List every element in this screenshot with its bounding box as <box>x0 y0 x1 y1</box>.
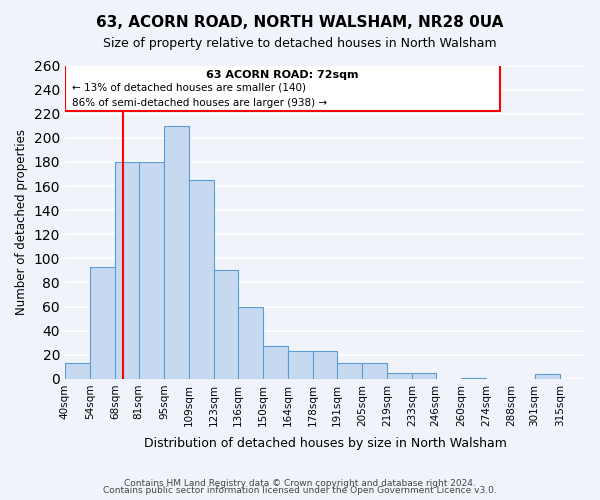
Bar <box>164 126 189 379</box>
Text: Size of property relative to detached houses in North Walsham: Size of property relative to detached ho… <box>103 38 497 51</box>
Bar <box>288 351 313 379</box>
Bar <box>65 363 90 379</box>
X-axis label: Distribution of detached houses by size in North Walsham: Distribution of detached houses by size … <box>143 437 506 450</box>
Bar <box>189 180 214 379</box>
Bar <box>139 162 164 379</box>
Bar <box>263 346 288 379</box>
Bar <box>337 363 362 379</box>
Bar <box>362 363 387 379</box>
Bar <box>90 267 115 379</box>
Text: 63, ACORN ROAD, NORTH WALSHAM, NR28 0UA: 63, ACORN ROAD, NORTH WALSHAM, NR28 0UA <box>97 15 503 30</box>
Text: Contains public sector information licensed under the Open Government Licence v3: Contains public sector information licen… <box>103 486 497 495</box>
Text: Contains HM Land Registry data © Crown copyright and database right 2024.: Contains HM Land Registry data © Crown c… <box>124 478 476 488</box>
Bar <box>412 373 436 379</box>
Bar <box>238 306 263 379</box>
Bar <box>115 162 139 379</box>
Y-axis label: Number of detached properties: Number of detached properties <box>15 129 28 315</box>
FancyBboxPatch shape <box>65 64 500 112</box>
Bar <box>214 270 238 379</box>
Text: ← 13% of detached houses are smaller (140): ← 13% of detached houses are smaller (14… <box>72 82 306 92</box>
Text: 86% of semi-detached houses are larger (938) →: 86% of semi-detached houses are larger (… <box>72 98 327 108</box>
Bar <box>461 378 486 379</box>
Bar <box>313 351 337 379</box>
Bar <box>387 373 412 379</box>
Text: 63 ACORN ROAD: 72sqm: 63 ACORN ROAD: 72sqm <box>206 70 359 81</box>
Bar <box>535 374 560 379</box>
